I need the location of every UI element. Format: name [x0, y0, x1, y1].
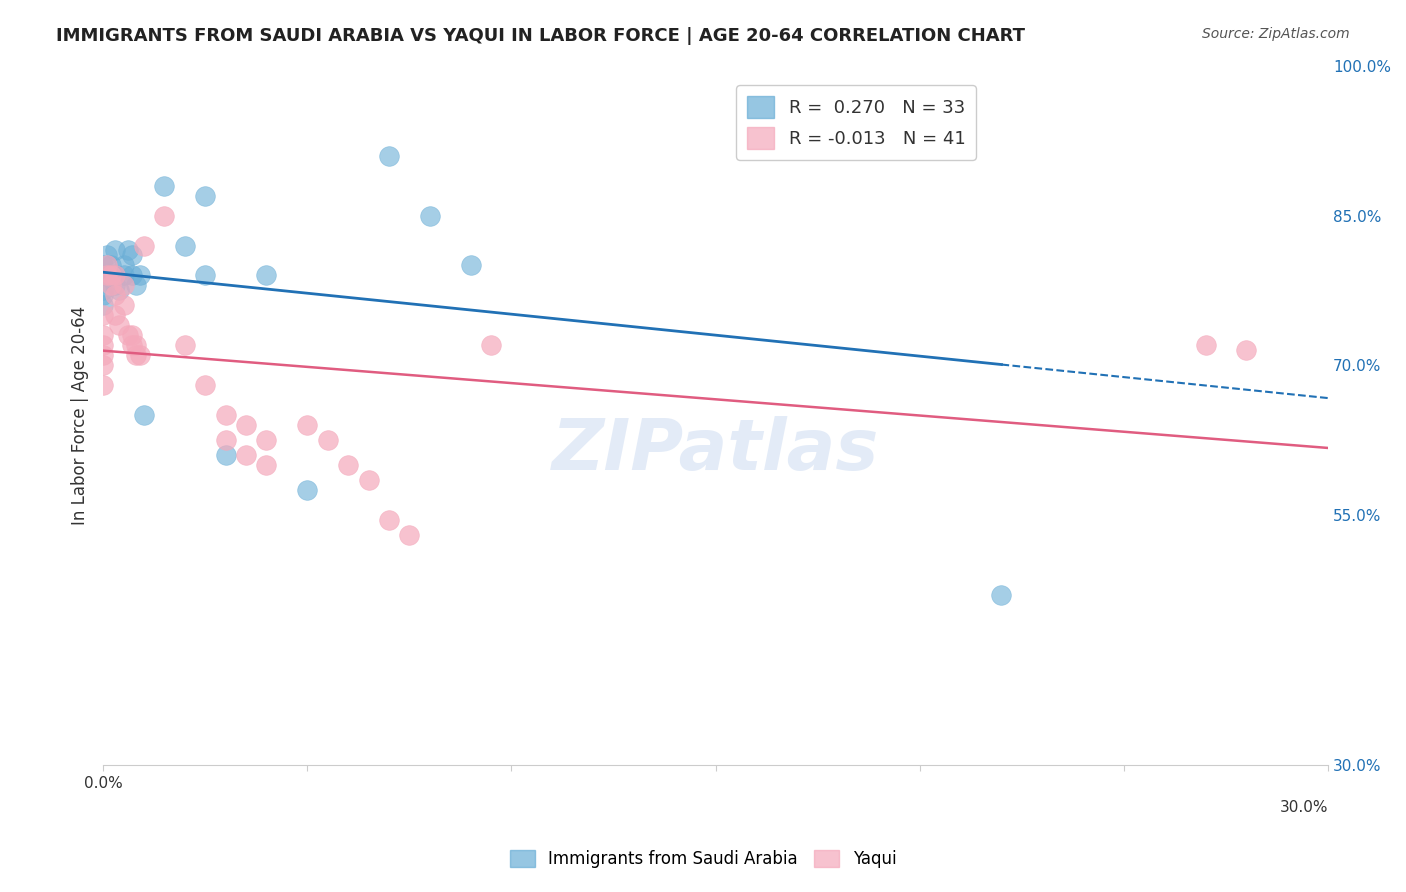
Point — [91, 309, 114, 323]
Point — [378, 148, 401, 162]
Point — [297, 483, 319, 498]
Point — [112, 298, 135, 312]
Point — [91, 288, 114, 302]
Point — [256, 434, 278, 448]
Point — [214, 449, 236, 463]
Point — [297, 418, 319, 433]
Point — [100, 268, 122, 283]
Point — [91, 259, 114, 273]
Point — [121, 248, 143, 262]
Point — [990, 588, 1012, 602]
Point — [117, 328, 139, 343]
Point — [128, 348, 150, 362]
Point — [91, 359, 114, 373]
Point — [91, 338, 114, 352]
Y-axis label: In Labor Force | Age 20-64: In Labor Force | Age 20-64 — [72, 306, 89, 525]
Point — [398, 528, 420, 542]
Point — [1236, 343, 1258, 358]
Point — [104, 244, 127, 258]
Point — [132, 238, 155, 252]
Point — [194, 268, 217, 283]
Point — [91, 328, 114, 343]
Point — [357, 474, 380, 488]
Point — [173, 238, 195, 252]
Point — [786, 98, 808, 112]
Point — [91, 268, 114, 283]
Point — [214, 434, 236, 448]
Point — [117, 244, 139, 258]
Point — [104, 268, 127, 283]
Point — [100, 278, 122, 293]
Point — [91, 298, 114, 312]
Point — [479, 338, 502, 352]
Point — [91, 348, 114, 362]
Text: 30.0%: 30.0% — [1279, 800, 1329, 815]
Point — [235, 418, 257, 433]
Point — [96, 268, 118, 283]
Point — [91, 378, 114, 392]
Point — [235, 449, 257, 463]
Point — [256, 268, 278, 283]
Point — [104, 278, 127, 293]
Point — [121, 328, 143, 343]
Point — [194, 188, 217, 202]
Point — [125, 338, 148, 352]
Point — [104, 268, 127, 283]
Point — [108, 318, 131, 333]
Point — [378, 513, 401, 527]
Point — [96, 268, 118, 283]
Legend: Immigrants from Saudi Arabia, Yaqui: Immigrants from Saudi Arabia, Yaqui — [503, 843, 903, 875]
Point — [128, 268, 150, 283]
Point — [112, 278, 135, 293]
Point — [96, 248, 118, 262]
Text: Source: ZipAtlas.com: Source: ZipAtlas.com — [1202, 27, 1350, 41]
Point — [173, 338, 195, 352]
Text: ZIPatlas: ZIPatlas — [553, 416, 879, 485]
Point — [214, 409, 236, 423]
Point — [121, 268, 143, 283]
Point — [125, 348, 148, 362]
Point — [104, 309, 127, 323]
Point — [112, 259, 135, 273]
Point — [104, 288, 127, 302]
Point — [132, 409, 155, 423]
Point — [125, 278, 148, 293]
Point — [194, 378, 217, 392]
Point — [337, 458, 360, 473]
Point — [153, 209, 176, 223]
Point — [1194, 338, 1216, 352]
Point — [121, 338, 143, 352]
Point — [460, 259, 482, 273]
Point — [153, 178, 176, 193]
Point — [91, 284, 114, 298]
Point — [256, 458, 278, 473]
Text: IMMIGRANTS FROM SAUDI ARABIA VS YAQUI IN LABOR FORCE | AGE 20-64 CORRELATION CHA: IMMIGRANTS FROM SAUDI ARABIA VS YAQUI IN… — [56, 27, 1025, 45]
Point — [96, 259, 118, 273]
Point — [112, 268, 135, 283]
Point — [100, 259, 122, 273]
Legend: R =  0.270   N = 33, R = -0.013   N = 41: R = 0.270 N = 33, R = -0.013 N = 41 — [737, 85, 976, 160]
Point — [100, 268, 122, 283]
Point — [108, 284, 131, 298]
Point — [419, 209, 441, 223]
Point — [316, 434, 339, 448]
